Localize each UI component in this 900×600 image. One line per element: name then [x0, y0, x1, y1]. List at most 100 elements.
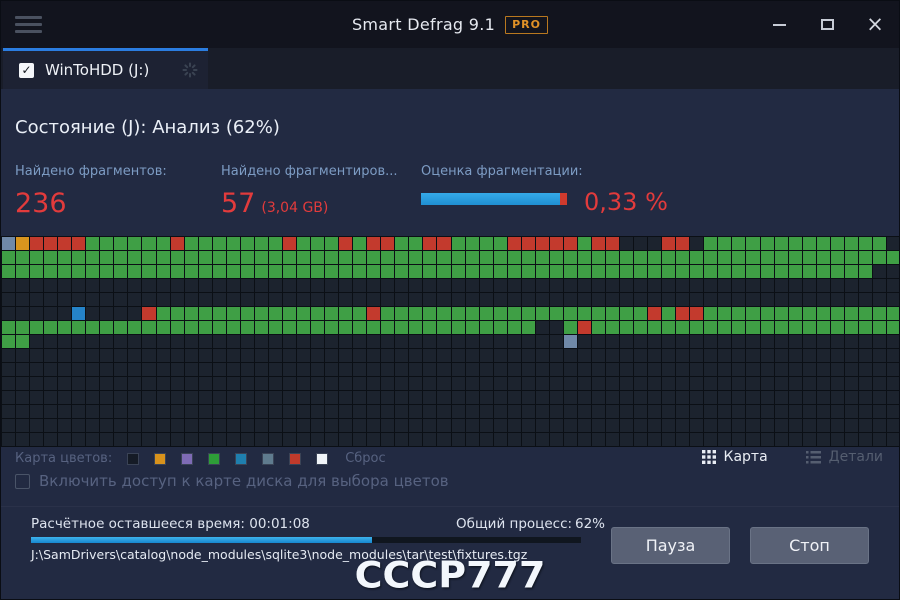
legend-color-swatch[interactable]: [316, 452, 329, 465]
disk-map-cell: [620, 251, 634, 264]
disk-map-cell: [2, 419, 16, 432]
disk-map-cell: [549, 237, 563, 250]
status-heading: Состояние (J): Анализ (62%): [15, 117, 280, 138]
disk-map-cell: [100, 251, 114, 264]
disk-map-cell: [156, 237, 170, 250]
disk-map-cell: [830, 363, 844, 376]
legend-color-swatch[interactable]: [289, 452, 302, 465]
disk-map-cell: [774, 335, 788, 348]
disk-map-cell: [339, 363, 353, 376]
disk-map-cell: [423, 349, 437, 362]
disk-map-cell: [128, 377, 142, 390]
disk-map-cell: [746, 237, 760, 250]
map-access-label: Включить доступ к карте диска для выбора…: [39, 472, 449, 490]
disk-map-cell: [184, 237, 198, 250]
reset-colors-link[interactable]: Сброс: [345, 451, 386, 466]
disk-map-cell: [606, 335, 620, 348]
legend-color-swatch[interactable]: [235, 452, 248, 465]
disk-map-cell: [479, 279, 493, 292]
disk-map-cell: [704, 237, 718, 250]
overall-progress-label: Общий процесс:: [456, 516, 573, 532]
disk-map-cell: [72, 251, 86, 264]
disk-map-cell: [198, 237, 212, 250]
disk-map-cell: [606, 265, 620, 278]
disk-map-cell: [830, 405, 844, 418]
tab-wintohdd[interactable]: ✓ WinToHDD (J:): [3, 48, 208, 89]
disk-map-cell: [212, 307, 226, 320]
disk-map-cell: [746, 391, 760, 404]
disk-map-cell: [282, 377, 296, 390]
disk-map-cell: [521, 433, 535, 446]
disk-map-cell: [254, 237, 268, 250]
disk-map-cell: [353, 321, 367, 334]
disk-map-cell: [451, 419, 465, 432]
disk-map-cell: [577, 307, 591, 320]
disk-map-cell: [788, 405, 802, 418]
disk-map-cell: [268, 265, 282, 278]
disk-map-cell: [282, 335, 296, 348]
disk-map-cell: [760, 251, 774, 264]
minimize-button[interactable]: [755, 1, 803, 48]
disk-map-cell: [311, 391, 325, 404]
disk-map-cell: [507, 335, 521, 348]
disk-map-cell: [690, 377, 704, 390]
map-view-button[interactable]: Карта: [701, 449, 768, 465]
disk-map-cell: [395, 405, 409, 418]
details-view-button[interactable]: Детали: [805, 449, 883, 465]
maximize-button[interactable]: [803, 1, 851, 48]
disk-map-cell: [563, 433, 577, 446]
disk-map-cell: [816, 377, 830, 390]
disk-map-cell: [325, 335, 339, 348]
disk-map-cell: [662, 335, 676, 348]
disk-map-cell: [381, 335, 395, 348]
disk-map-cell: [451, 293, 465, 306]
pause-button[interactable]: Пауза: [611, 527, 730, 564]
disk-map-cell: [507, 237, 521, 250]
current-file-path: J:\SamDrivers\catalog\node_modules\sqlit…: [31, 547, 528, 562]
disk-map-cell: [353, 335, 367, 348]
disk-map-cell: [367, 363, 381, 376]
disk-map-cell: [886, 307, 899, 320]
disk-map-cell: [732, 307, 746, 320]
disk-map-cell: [311, 265, 325, 278]
disk-map-cell: [648, 279, 662, 292]
disk-map-cell: [381, 433, 395, 446]
legend-color-swatch[interactable]: [181, 452, 194, 465]
stop-button[interactable]: Стоп: [750, 527, 869, 564]
disk-map-cell: [718, 279, 732, 292]
disk-map-cell: [690, 251, 704, 264]
disk-map-cell: [788, 433, 802, 446]
disk-map-cell: [170, 335, 184, 348]
disk-map-cell: [802, 251, 816, 264]
legend-color-swatch[interactable]: [127, 452, 140, 465]
disk-map-cell: [662, 405, 676, 418]
disk-map-cell: [521, 265, 535, 278]
disk-map-cell: [198, 251, 212, 264]
hamburger-menu-icon[interactable]: [15, 16, 42, 33]
disk-map-cell: [788, 279, 802, 292]
disk-map-cell: [563, 335, 577, 348]
disk-map-cell: [521, 293, 535, 306]
disk-map-cell: [367, 349, 381, 362]
disk-map-cell: [268, 433, 282, 446]
disk-map-cell: [535, 237, 549, 250]
disk-map-cell: [690, 405, 704, 418]
disk-map-cell: [395, 335, 409, 348]
disk-map-cell: [676, 335, 690, 348]
disk-map-cell: [437, 279, 451, 292]
disk-map-cell: [563, 293, 577, 306]
disk-map-cell: [367, 293, 381, 306]
tab-checkbox[interactable]: ✓: [19, 62, 34, 78]
disk-map-cell: [634, 391, 648, 404]
legend-color-swatch[interactable]: [208, 452, 221, 465]
gear-spinner-icon[interactable]: [182, 62, 198, 78]
disk-map-cell: [156, 349, 170, 362]
disk-map-cell: [184, 265, 198, 278]
disk-map-cell: [648, 391, 662, 404]
disk-map-cell: [563, 265, 577, 278]
legend-color-swatch[interactable]: [154, 452, 167, 465]
close-button[interactable]: ×: [851, 1, 899, 48]
disk-map-cell: [634, 279, 648, 292]
legend-color-swatch[interactable]: [262, 452, 275, 465]
map-access-checkbox[interactable]: [15, 473, 30, 489]
